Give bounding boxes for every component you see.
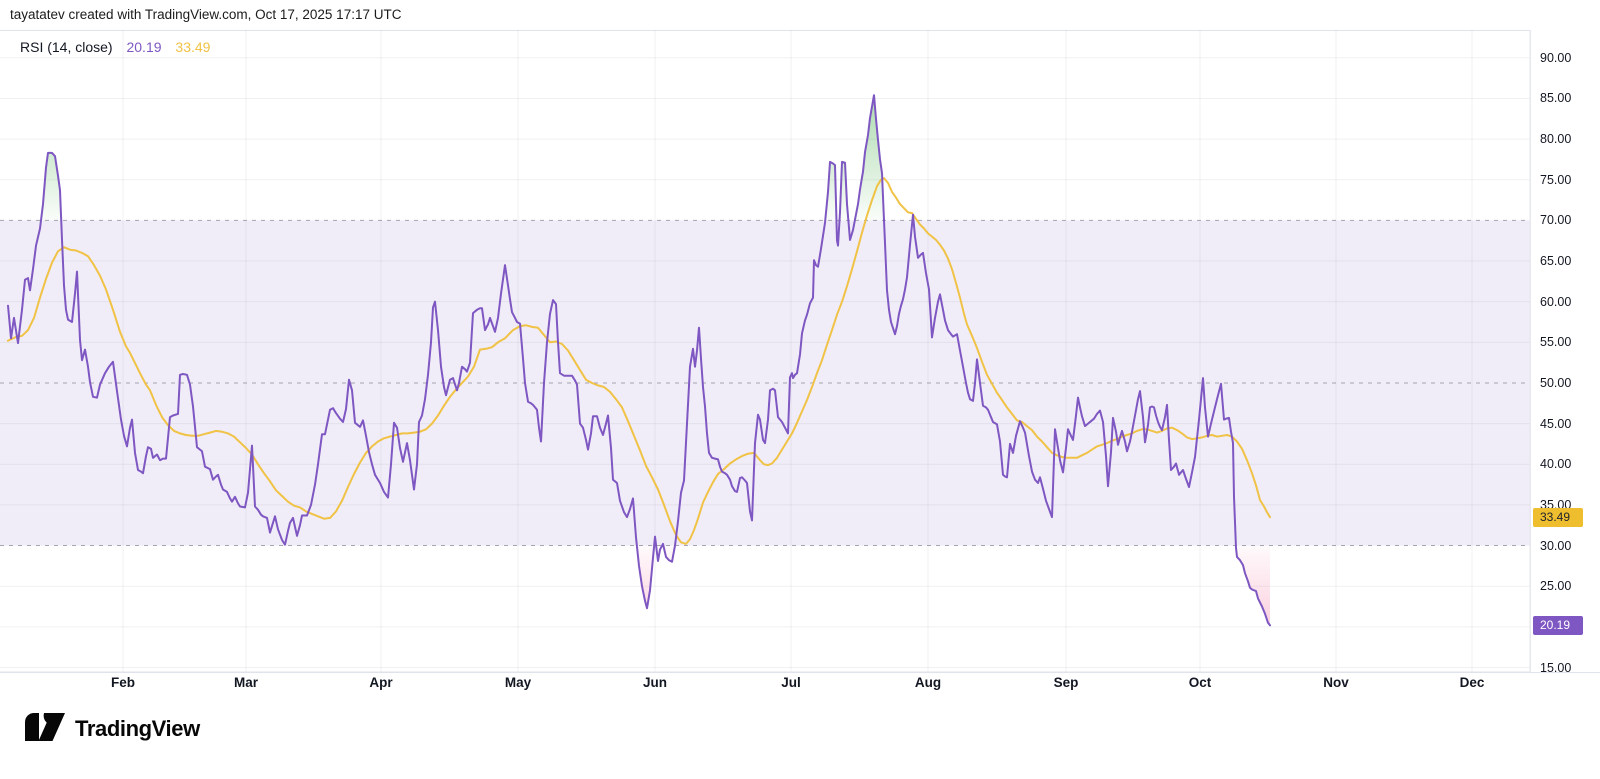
y-axis-tick-label: 65.00	[1540, 254, 1572, 269]
x-axis-month-label: May	[504, 675, 532, 690]
rsi-line	[7, 94, 1271, 627]
y-axis-tick-label: 60.00	[1540, 294, 1572, 309]
x-axis-month-label: Dec	[1459, 675, 1485, 690]
legend-ma-value: 33.49	[175, 39, 211, 55]
x-axis-month-label: Mar	[233, 675, 258, 690]
legend-title: RSI (14, close)	[20, 39, 113, 55]
y-axis-tick-label: 55.00	[1540, 335, 1572, 350]
x-axis-month-label: Apr	[369, 675, 393, 690]
rsi-last-value-badge: 20.19	[1533, 615, 1583, 635]
x-axis-month-label: Feb	[110, 675, 135, 690]
price-axis[interactable]	[1530, 30, 1600, 672]
y-axis-tick-label: 85.00	[1540, 91, 1572, 106]
indicator-legend[interactable]: RSI (14, close) 20.19 33.49	[20, 39, 210, 55]
y-axis-tick-label: 70.00	[1540, 213, 1572, 228]
y-axis-tick-label: 25.00	[1540, 579, 1572, 594]
y-axis-tick-label: 45.00	[1540, 416, 1572, 431]
x-axis-month-label: Jul	[781, 675, 801, 690]
ma-line	[7, 177, 1271, 545]
x-axis-month-label: Sep	[1053, 675, 1079, 690]
legend-rsi-value: 20.19	[126, 39, 162, 55]
time-axis[interactable]	[0, 672, 1600, 779]
attribution-text: tayatatev created with TradingView.com, …	[10, 7, 402, 22]
x-axis-month-label: Jun	[642, 675, 667, 690]
tradingview-logo-text: TradingView	[75, 716, 200, 741]
y-axis-tick-label: 90.00	[1540, 50, 1572, 65]
x-axis-month-label: Oct	[1188, 675, 1212, 690]
y-axis-tick-label: 75.00	[1540, 172, 1572, 187]
y-axis-tick-label: 40.00	[1540, 457, 1572, 472]
x-axis-month-label: Aug	[914, 675, 942, 690]
attribution-bar: tayatatev created with TradingView.com, …	[0, 0, 1600, 31]
y-axis-tick-label: 30.00	[1540, 538, 1572, 553]
ma-last-value-badge: 33.49	[1533, 507, 1583, 527]
tradingview-logo[interactable]: TradingView	[24, 712, 200, 746]
y-axis-tick-label: 50.00	[1540, 375, 1572, 390]
y-axis-tick-label: 80.00	[1540, 132, 1572, 147]
x-axis-month-label: Nov	[1323, 675, 1349, 690]
tradingview-logo-icon	[25, 713, 65, 741]
y-axis-tick-label: 15.00	[1540, 660, 1572, 675]
